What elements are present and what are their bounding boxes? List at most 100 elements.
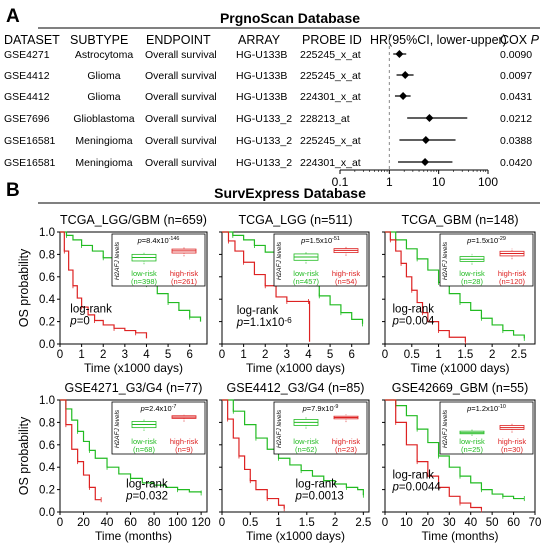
- km-x-tick-label: 2.5: [511, 349, 527, 361]
- km-curve-high: [60, 231, 148, 339]
- forest-x-tick-label: 0.1: [332, 175, 349, 189]
- km-inset: p=1.2x10-10 H2AFJ levels low-risk(n=25) hig…: [439, 401, 534, 455]
- km-logrank-label: log-rank: [393, 469, 435, 481]
- km-x-tick-label: 60: [124, 517, 137, 529]
- cell-probe: 224301_x_at: [300, 91, 361, 103]
- km-curve-high: [385, 231, 466, 342]
- cell-array: HG-U133_2: [236, 113, 292, 125]
- km-x-tick-label: 80: [148, 517, 161, 529]
- cell-cox-p: 0.0388: [500, 135, 532, 147]
- table-row: GSE4412 Glioma Overall survival HG-U133B 224…: [4, 91, 532, 103]
- km-frame: [59, 399, 208, 513]
- km-y-tick-label: 0.2: [39, 317, 55, 329]
- table-row: GSE4271 Astrocytoma Overall survival HG-U13…: [4, 49, 532, 61]
- km-y-tick-label: 0.4: [39, 462, 56, 474]
- cell-probe: 225245_x_at: [300, 70, 361, 82]
- inset-group-n-low: (n=398): [131, 277, 158, 286]
- forest-x-tick-label: 10: [432, 175, 446, 189]
- cell-endpoint: Overall survival: [145, 157, 217, 169]
- km-frame: [384, 231, 536, 345]
- inset-y-label: H2AFJ levels: [276, 241, 283, 280]
- km-curve-high: [60, 399, 102, 501]
- km-x-tick-label: 1: [240, 349, 246, 361]
- inset-pvalue: p=8.4x10-146: [137, 236, 180, 245]
- cell-array: HG-U133B: [236, 49, 287, 61]
- forest-hr-marker: [395, 50, 404, 58]
- km-x-tick-label: 5: [165, 349, 171, 361]
- cell-probe: 225245_x_at: [300, 135, 361, 147]
- km-x-label: Time (x1000 days): [246, 529, 345, 543]
- inset-frame: [273, 233, 368, 287]
- cell-endpoint: Overall survival: [145, 135, 217, 147]
- inset-frame: [111, 401, 206, 455]
- km-inset: p=8.4x10-146 H2AFJ levels low-risk(n=398) h…: [111, 233, 206, 287]
- forest-x-tick-label: 100: [478, 175, 498, 189]
- km-x-tick-label: 0.5: [404, 349, 420, 361]
- inset-group-n-low: (n=25): [461, 445, 483, 454]
- panel-b-title: SurvExpress Database: [214, 185, 366, 201]
- inset-pvalue: p=1.5x10-51: [300, 236, 340, 245]
- km-x-label: Time (x1000 days): [84, 361, 183, 375]
- km-logrank-p: p=1.1x10-6: [236, 316, 292, 329]
- cell-cox-p: 0.0097: [500, 70, 532, 82]
- km-plot-3: GSE4271_G3/G4 (n=77) 0.0 0.2 0.4 0.6 0.8 1.0 0 2…: [17, 381, 211, 543]
- km-logrank-p: p=0.0013: [295, 490, 344, 502]
- km-y-tick-label: 0.8: [39, 417, 55, 429]
- km-logrank-p: p=0.0044: [392, 481, 442, 493]
- km-frame: [59, 231, 208, 345]
- forest-plot: 0.1 1 10 100: [332, 34, 498, 189]
- table-headers: DATASET SUBTYPE ENDPOINT ARRAY PROBE ID HR(95…: [4, 33, 540, 47]
- km-logrank-p: p=0: [69, 316, 90, 328]
- km-frame: [384, 399, 536, 513]
- km-y-tick-label: 0.2: [39, 485, 55, 497]
- inset-group-label-low: low-risk: [131, 437, 157, 446]
- km-inset: p=1.5x10-51 H2AFJ levels low-risk(n=457) hi…: [273, 233, 368, 287]
- inset-y-label: H2AFJ levels: [114, 241, 121, 280]
- panel-a-letter: A: [6, 6, 20, 27]
- km-x-tick-label: 0.5: [242, 517, 258, 529]
- km-frame: [221, 399, 370, 513]
- inset-group-label-low: low-risk: [459, 437, 485, 446]
- forest-x-tick-label: 1: [386, 175, 393, 189]
- km-plot-5: GSE42669_GBM (n=55) 0 10 20 30 40 50 60 70 Time (…: [382, 381, 542, 543]
- cell-probe: 225245_x_at: [300, 49, 361, 61]
- km-y-tick-label: 0.0: [39, 339, 55, 351]
- km-inset: p=1.5x10-29 H2AFJ levels low-risk(n=28) hig…: [439, 233, 534, 287]
- inset-group-n-low: (n=62): [295, 445, 317, 454]
- inset-group-label-low: low-risk: [459, 269, 485, 278]
- km-x-tick-label: 0: [219, 349, 225, 361]
- km-x-tick-label: 100: [168, 517, 187, 529]
- inset-group-n-low: (n=68): [133, 445, 155, 454]
- km-y-label: OS probability: [17, 416, 31, 495]
- table-header-4: PROBE ID: [302, 33, 362, 47]
- forest-hr-marker: [421, 158, 430, 166]
- cell-probe: 228213_at: [300, 113, 350, 125]
- km-curve-high: [222, 231, 311, 342]
- cell-subtype: Glioblastoma: [73, 113, 134, 125]
- inset-frame: [273, 401, 368, 455]
- km-title: TCGA_LGG/GBM (n=659): [60, 213, 207, 227]
- km-x-label: Time (x1000 days): [246, 361, 345, 375]
- km-x-tick-label: 1: [275, 517, 281, 529]
- inset-group-n-low: (n=28): [461, 277, 483, 286]
- table-header-6: COX P: [500, 33, 540, 47]
- km-y-tick-label: 0.4: [39, 294, 56, 306]
- inset-group-label-low: low-risk: [131, 269, 157, 278]
- km-y-tick-label: 1.0: [39, 395, 55, 407]
- inset-pvalue: p=1.2x10-10: [466, 404, 506, 413]
- km-curve-high: [385, 399, 483, 510]
- inset-group-label-low: low-risk: [293, 269, 319, 278]
- cell-subtype: Glioma: [87, 70, 120, 82]
- cell-endpoint: Overall survival: [145, 49, 217, 61]
- table-header-0: DATASET: [4, 33, 60, 47]
- forest-hr-marker: [425, 114, 434, 122]
- km-x-tick-label: 2.5: [355, 517, 371, 529]
- km-inset: p=7.9x10-9 H2AFJ levels low-risk(n=62) high…: [273, 401, 368, 455]
- cell-subtype: Astrocytoma: [75, 49, 134, 61]
- km-y-tick-label: 0.6: [39, 440, 55, 452]
- km-logrank-label: log-rank: [393, 304, 435, 316]
- km-x-label: Time (months): [95, 529, 172, 543]
- cell-endpoint: Overall survival: [145, 113, 217, 125]
- inset-group-label-high: high-risk: [170, 269, 199, 278]
- km-x-tick-label: 2: [489, 349, 495, 361]
